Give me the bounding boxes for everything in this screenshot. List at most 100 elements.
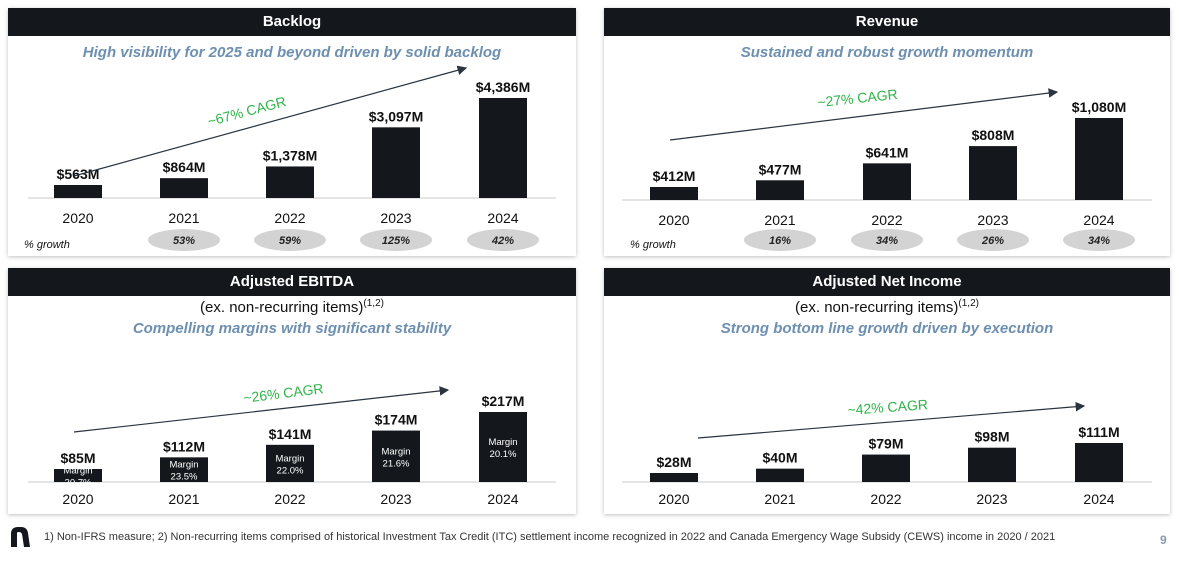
revenue-category-label: 2020 xyxy=(658,212,689,228)
ebitda-chart: $85M2020Margin20.7%$112M2021Margin23.5%$… xyxy=(28,380,556,507)
ebitda-margin-value: 20.1% xyxy=(490,449,517,460)
backlog-growth-value: 125% xyxy=(382,235,410,247)
backlog-value-label: $864M xyxy=(163,159,206,175)
netincome-subtitle-text: (ex. non-recurring items) xyxy=(795,299,959,316)
ebitda-margin-value: 20.7% xyxy=(65,478,92,489)
backlog-title: Backlog xyxy=(8,8,576,36)
revenue-growth-pill xyxy=(744,229,816,251)
revenue-category-label: 2023 xyxy=(977,212,1008,228)
backlog-value-label: $4,386M xyxy=(476,79,530,95)
netincome-value-label: $79M xyxy=(868,436,903,452)
backlog-cagr-label: ~67% CAGR xyxy=(206,93,288,129)
ebitda-cagr-label: ~26% CAGR xyxy=(242,380,324,406)
revenue-cagr-label: ~27% CAGR xyxy=(817,86,899,110)
revenue-category-label: 2022 xyxy=(871,212,902,228)
backlog-growth-pill xyxy=(467,229,539,251)
ebitda-value-label: $174M xyxy=(375,412,418,428)
revenue-category-label: 2021 xyxy=(764,212,795,228)
netincome-value-label: $111M xyxy=(1078,424,1119,440)
backlog-growth-value: 42% xyxy=(491,235,514,247)
netincome-title: Adjusted Net Income xyxy=(604,268,1170,296)
ebitda-title: Adjusted EBITDA xyxy=(8,268,576,296)
company-logo-icon xyxy=(11,527,30,547)
revenue-bar xyxy=(650,187,698,200)
ebitda-bar xyxy=(479,412,527,482)
ebitda-margin-label: Margin xyxy=(488,437,517,448)
backlog-category-label: 2022 xyxy=(274,210,305,226)
ebitda-margin-label: Margin xyxy=(169,460,198,471)
revenue-growth-value: 16% xyxy=(769,235,791,247)
revenue-title: Revenue xyxy=(604,8,1170,36)
revenue-bar xyxy=(1075,118,1123,200)
netincome-cagr-label: ~42% CAGR xyxy=(847,396,928,418)
ebitda-bar xyxy=(54,469,102,482)
backlog-growth-label: % growth xyxy=(24,239,70,251)
backlog-bar xyxy=(160,178,208,198)
netincome-category-label: 2023 xyxy=(976,491,1007,507)
revenue-tagline: Sustained and robust growth momentum xyxy=(740,44,1034,61)
backlog-value-label: $1,378M xyxy=(263,147,317,163)
footnote: 1) Non-IFRS measure; 2) Non-recurring it… xyxy=(44,531,1056,543)
backlog-value-label: $563M xyxy=(57,166,100,182)
revenue-bar xyxy=(969,146,1017,200)
backlog-panel: Backlog High visibility for 2025 and bey… xyxy=(8,8,576,256)
ebitda-cagr-arrow xyxy=(73,386,450,433)
ebitda-value-label: $141M xyxy=(269,426,312,442)
revenue-category-label: 2024 xyxy=(1083,212,1114,228)
netincome-value-label: $28M xyxy=(656,454,691,470)
revenue-growth-pill xyxy=(1063,229,1135,251)
netincome-value-label: $98M xyxy=(974,429,1009,445)
backlog-value-label: $3,097M xyxy=(369,108,423,124)
netincome-bar xyxy=(862,454,910,482)
ebitda-category-label: 2020 xyxy=(62,491,93,507)
backlog-tagline: High visibility for 2025 and beyond driv… xyxy=(82,44,502,61)
ebitda-category-label: 2024 xyxy=(487,491,518,507)
revenue-growth-label: % growth xyxy=(630,239,676,251)
ebitda-subtitle: (ex. non-recurring items)(1,2) xyxy=(8,298,576,316)
ebitda-bar xyxy=(160,457,208,482)
ebitda-margin-label: Margin xyxy=(63,466,92,477)
ebitda-subtitle-text: (ex. non-recurring items) xyxy=(200,299,364,316)
ebitda-margin-label: Margin xyxy=(275,453,304,464)
ebitda-bar xyxy=(266,444,314,482)
revenue-panel: Revenue Sustained and robust growth mome… xyxy=(604,8,1170,256)
backlog-bar xyxy=(372,127,420,198)
netincome-category-label: 2022 xyxy=(870,491,901,507)
backlog-bar xyxy=(54,185,102,198)
backlog-chart: $563M 2020 $864M 2021 53% $1,378M 2022 59% $3,09… xyxy=(24,65,556,251)
netincome-cagr-arrow xyxy=(697,401,1086,439)
netincome-subtitle-sup: (1,2) xyxy=(958,298,979,309)
netincome-bar xyxy=(1075,443,1123,482)
netincome-panel: Adjusted Net Income (ex. non-recurring i… xyxy=(604,268,1170,514)
netincome-bar xyxy=(650,473,698,482)
backlog-bar xyxy=(266,166,314,198)
ebitda-bar xyxy=(372,430,420,482)
ebitda-margin-value: 22.0% xyxy=(277,465,304,476)
revenue-value-label: $808M xyxy=(972,127,1015,143)
revenue-cagr-arrow xyxy=(669,88,1059,141)
revenue-growth-pill xyxy=(957,229,1029,251)
revenue-growth-pill xyxy=(851,229,923,251)
ebitda-margin-label: Margin xyxy=(381,446,410,457)
netincome-value-label: $40M xyxy=(762,450,797,466)
revenue-growth-value: 34% xyxy=(876,235,898,247)
netincome-category-label: 2020 xyxy=(658,491,689,507)
ebitda-value-label: $112M xyxy=(163,438,205,454)
backlog-category-label: 2021 xyxy=(168,210,199,226)
backlog-category-label: 2024 xyxy=(487,210,518,226)
revenue-value-label: $412M xyxy=(653,168,696,184)
netincome-category-label: 2021 xyxy=(764,491,795,507)
ebitda-value-label: $217M xyxy=(482,393,525,409)
revenue-value-label: $1,080M xyxy=(1072,99,1126,115)
revenue-bar xyxy=(863,163,911,200)
revenue-value-label: $641M xyxy=(866,144,909,160)
backlog-growth-pill xyxy=(148,229,220,251)
netincome-chart: $28M 2020 $40M 2021 $79M 2022 $98M 2023 $111M 202… xyxy=(622,396,1152,507)
netincome-tagline: Strong bottom line growth driven by exec… xyxy=(720,320,1054,337)
ebitda-category-label: 2021 xyxy=(168,491,199,507)
backlog-growth-value: 53% xyxy=(173,235,195,247)
ebitda-subtitle-sup: (1,2) xyxy=(363,298,384,309)
netincome-subtitle: (ex. non-recurring items)(1,2) xyxy=(604,298,1170,316)
netincome-bar xyxy=(756,468,804,482)
backlog-cagr-arrow xyxy=(73,65,468,177)
